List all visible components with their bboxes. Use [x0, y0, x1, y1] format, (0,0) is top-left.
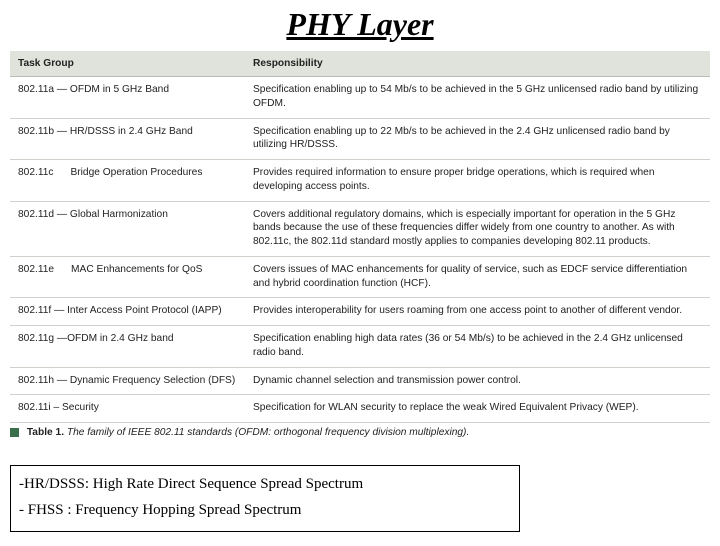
caption-label: Table 1. [27, 427, 64, 438]
col-header-task-group: Task Group [10, 51, 245, 77]
definition-line: - FHSS : Frequency Hopping Spread Spectr… [19, 498, 511, 524]
table-row: 802.11h — Dynamic Frequency Selection (D… [10, 367, 710, 395]
cell-responsibility: Specification for WLAN security to repla… [245, 395, 710, 423]
table-header-row: Task Group Responsibility [10, 51, 710, 77]
cell-responsibility: Specification enabling high data rates (… [245, 326, 710, 368]
cell-task-group: 802.11d — Global Harmonization [10, 201, 245, 256]
cell-responsibility: Specification enabling up to 22 Mb/s to … [245, 118, 710, 160]
definition-line: -HR/DSSS: High Rate Direct Sequence Spre… [19, 472, 511, 498]
page-title: PHY Layer [0, 6, 720, 43]
definitions-box: -HR/DSSS: High Rate Direct Sequence Spre… [10, 465, 520, 532]
table-row: 802.11a — OFDM in 5 GHz Band Specificati… [10, 77, 710, 119]
cell-task-group: 802.11c Bridge Operation Procedures [10, 160, 245, 202]
cell-responsibility: Covers additional regulatory domains, wh… [245, 201, 710, 256]
cell-task-group: 802.11h — Dynamic Frequency Selection (D… [10, 367, 245, 395]
cell-responsibility: Provides required information to ensure … [245, 160, 710, 202]
table-row: 802.11d — Global Harmonization Covers ad… [10, 201, 710, 256]
table-row: 802.11i – Security Specification for WLA… [10, 395, 710, 423]
caption-text: The family of IEEE 802.11 standards (OFD… [67, 427, 469, 438]
cell-responsibility: Dynamic channel selection and transmissi… [245, 367, 710, 395]
cell-task-group: 802.11b — HR/DSSS in 2.4 GHz Band [10, 118, 245, 160]
cell-task-group: 802.11a — OFDM in 5 GHz Band [10, 77, 245, 119]
table-row: 802.11c Bridge Operation Procedures Prov… [10, 160, 710, 202]
cell-responsibility: Provides interoperability for users roam… [245, 298, 710, 326]
cell-task-group: 802.11e MAC Enhancements for QoS [10, 256, 245, 298]
col-header-responsibility: Responsibility [245, 51, 710, 77]
table-row: 802.11b — HR/DSSS in 2.4 GHz Band Specif… [10, 118, 710, 160]
table-caption: Table 1. The family of IEEE 802.11 stand… [10, 427, 710, 438]
cell-responsibility: Covers issues of MAC enhancements for qu… [245, 256, 710, 298]
standards-table: Task Group Responsibility 802.11a — OFDM… [10, 51, 710, 423]
caption-marker-icon [10, 428, 19, 437]
table-row: 802.11g —OFDM in 2.4 GHz band Specificat… [10, 326, 710, 368]
table-row: 802.11f — Inter Access Point Protocol (I… [10, 298, 710, 326]
cell-task-group: 802.11g —OFDM in 2.4 GHz band [10, 326, 245, 368]
cell-responsibility: Specification enabling up to 54 Mb/s to … [245, 77, 710, 119]
table-row: 802.11e MAC Enhancements for QoS Covers … [10, 256, 710, 298]
cell-task-group: 802.11i – Security [10, 395, 245, 423]
cell-task-group: 802.11f — Inter Access Point Protocol (I… [10, 298, 245, 326]
